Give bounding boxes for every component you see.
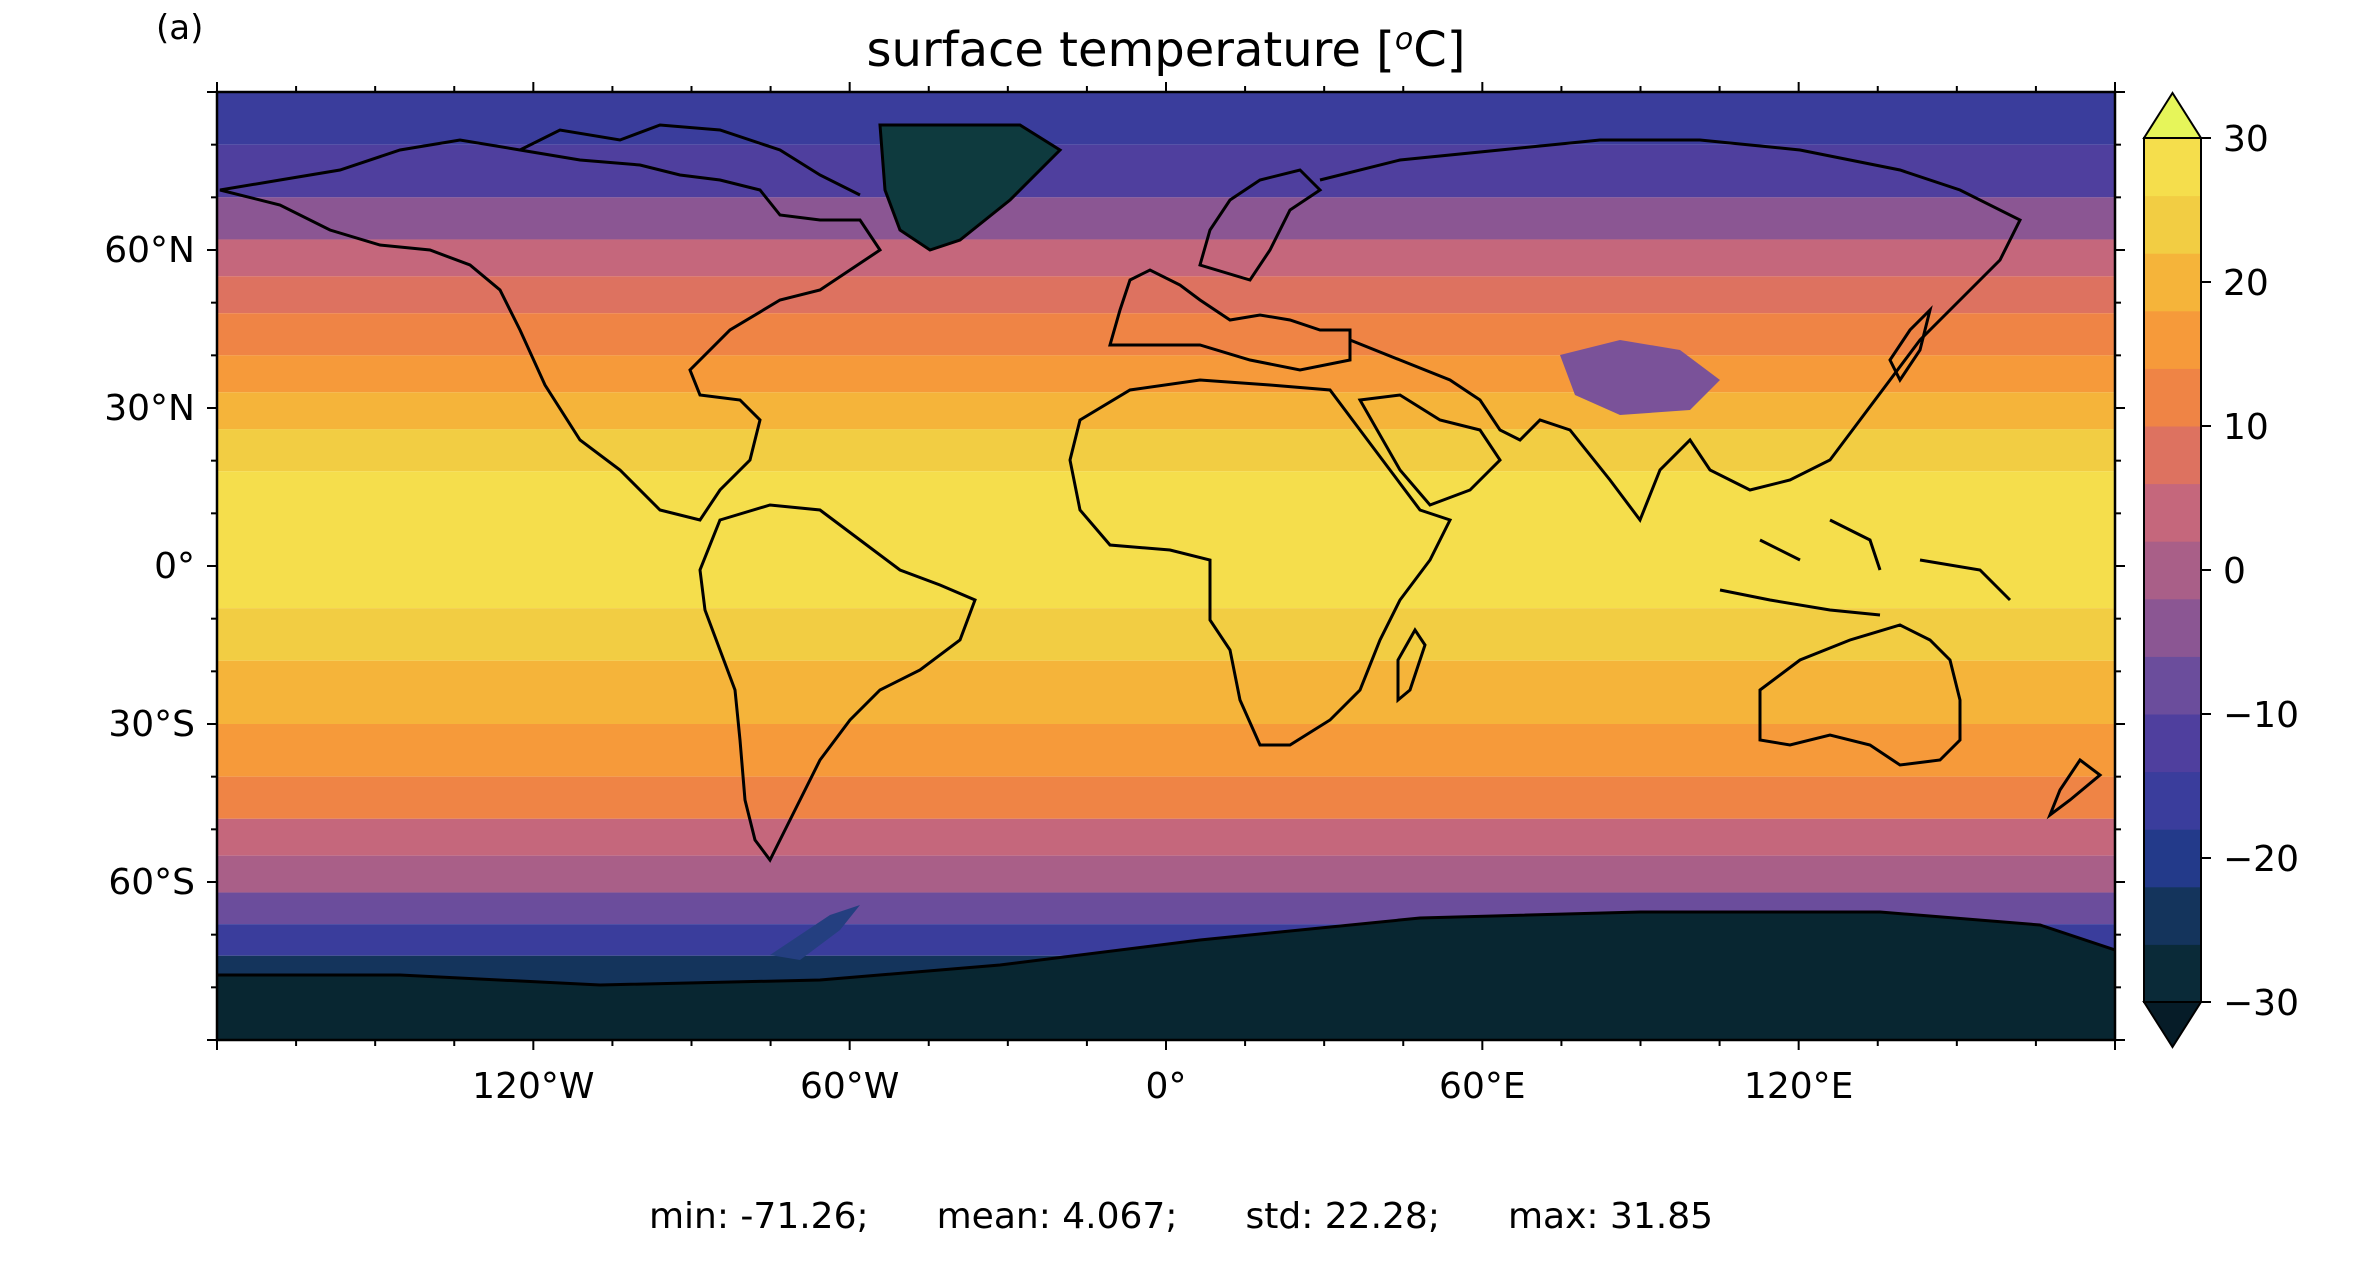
colorbar-tick-label: 0 bbox=[2223, 551, 2246, 592]
colorbar-segment bbox=[2144, 714, 2201, 773]
temperature-band bbox=[217, 855, 2115, 893]
colorbar-segment bbox=[2144, 368, 2201, 427]
lat-tick-label: 60°N bbox=[104, 230, 195, 271]
coastline-madagascar bbox=[1396, 627, 1427, 704]
temperature-band bbox=[217, 144, 2115, 198]
stat-std: std: 22.28; bbox=[1245, 1196, 1440, 1237]
coastline-antarctica bbox=[217, 910, 2115, 987]
colorbar-tick-label: 10 bbox=[2223, 407, 2269, 448]
coastline-arabia bbox=[1357, 393, 1502, 507]
colorbar-segment bbox=[2144, 138, 2201, 197]
coastline-south-america bbox=[698, 503, 977, 863]
coastline-australia bbox=[1758, 623, 1962, 767]
stat-mean: mean: 4.067; bbox=[936, 1196, 1178, 1237]
temperature-band bbox=[217, 776, 2115, 819]
title-text: surface temperature [ bbox=[866, 22, 1395, 78]
coastline-africa bbox=[1068, 378, 1453, 747]
coastline-new-zealand bbox=[2046, 757, 2103, 820]
map-axis-ticks bbox=[207, 82, 2125, 1050]
coastline-indonesia bbox=[1719, 518, 2012, 617]
temperature-band bbox=[217, 313, 2115, 356]
colorbar-tick-label: −30 bbox=[2223, 983, 2299, 1024]
temperature-band bbox=[217, 818, 2115, 856]
map-title: surface temperature [oC] bbox=[217, 22, 2115, 78]
colorbar-segment bbox=[2144, 310, 2201, 369]
lon-tick-label: 120°E bbox=[1744, 1066, 1853, 1107]
stat-min: min: -71.26; bbox=[648, 1196, 869, 1237]
lon-tick-label: 60°E bbox=[1439, 1066, 1526, 1107]
temperature-band bbox=[217, 429, 2115, 472]
colorbar-segment bbox=[2144, 886, 2201, 945]
coastline-scandinavia bbox=[1198, 168, 1323, 282]
greenland-ice bbox=[880, 125, 1060, 250]
lat-tick-label: 0° bbox=[154, 546, 195, 587]
colorbar-segment bbox=[2144, 195, 2201, 254]
stat-max: max: 31.85 bbox=[1507, 1196, 1714, 1237]
coastline-north-america bbox=[219, 138, 883, 522]
lon-tick-label: 120°W bbox=[472, 1066, 594, 1107]
coastline-greenland bbox=[878, 123, 1063, 252]
temperature-band bbox=[217, 197, 2115, 240]
temperature-band bbox=[217, 660, 2115, 724]
temperature-field bbox=[217, 92, 2115, 1040]
title-unit-superscript: o bbox=[1394, 22, 1414, 57]
colorbar-extend-under bbox=[2142, 1001, 2203, 1049]
antarctica bbox=[217, 912, 2115, 1040]
colorbar-segment bbox=[2144, 483, 2201, 542]
colorbar-segment bbox=[2144, 771, 2201, 830]
temperature-band bbox=[217, 239, 2115, 277]
colorbar-tick-label: 20 bbox=[2223, 263, 2269, 304]
map-axis-labels: 120°W 60°W 0° 60°E 120°E 60°N 30°N 0° 30°S 60°S bbox=[104, 230, 1853, 1107]
tibet-cold-area bbox=[1560, 340, 1720, 415]
temperature-band bbox=[217, 276, 2115, 314]
colorbar-tick-label: −20 bbox=[2223, 839, 2299, 880]
temperature-band bbox=[217, 608, 2115, 661]
stats-line: min: -71.26; mean: 4.067; std: 22.28; max: … bbox=[0, 1196, 2362, 1237]
temperature-band bbox=[217, 471, 2115, 609]
lon-tick-label: 60°W bbox=[800, 1066, 899, 1107]
lat-tick-label: 30°S bbox=[108, 704, 195, 745]
panel-label: (a) bbox=[156, 8, 204, 48]
colorbar-segment bbox=[2144, 541, 2201, 600]
colorbar-segment bbox=[2144, 598, 2201, 657]
temperature-band bbox=[217, 724, 2115, 777]
antarctic-peninsula bbox=[770, 905, 860, 960]
colorbar: 30 20 10 0 −10 −20 −30 bbox=[2142, 91, 2299, 1049]
colorbar-segment bbox=[2144, 426, 2201, 485]
coastline-canadian-arctic bbox=[519, 123, 861, 197]
temperature-band bbox=[217, 92, 2115, 145]
temperature-band bbox=[217, 392, 2115, 430]
lon-tick-label: 0° bbox=[1146, 1066, 1187, 1107]
temperature-band bbox=[217, 355, 2115, 393]
land-features bbox=[217, 125, 2115, 1040]
colorbar-tick-label: −10 bbox=[2223, 695, 2299, 736]
colorbar-segment bbox=[2144, 829, 2201, 888]
colorbar-extend-over bbox=[2142, 91, 2203, 139]
lat-tick-label: 30°N bbox=[104, 388, 195, 429]
colorbar-segment bbox=[2144, 253, 2201, 312]
coastline-europe bbox=[1108, 268, 1352, 372]
colorbar-segment bbox=[2144, 944, 2201, 1003]
coastlines bbox=[217, 123, 2115, 987]
coastline-japan bbox=[1888, 305, 1933, 383]
colorbar-segment bbox=[2144, 656, 2201, 715]
colorbar-tick-label: 30 bbox=[2223, 119, 2269, 160]
coastline-asia bbox=[1319, 138, 2023, 524]
lat-tick-label: 60°S bbox=[108, 862, 195, 903]
title-unit-tail: C] bbox=[1413, 22, 1466, 78]
